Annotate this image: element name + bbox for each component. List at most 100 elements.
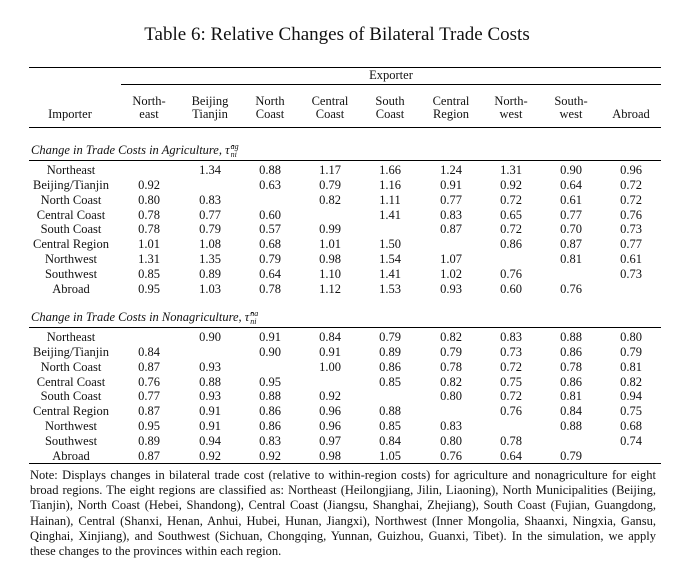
exporter-label: Exporter — [369, 68, 413, 82]
table-cell: 0.85 — [138, 266, 160, 281]
table-cell: 1.34 — [199, 163, 221, 177]
table-cell: 0.94 — [620, 389, 642, 404]
column-header-6-line-0: North- — [494, 94, 528, 108]
row-label: Northwest — [44, 252, 98, 267]
table-cell: 1.08 — [199, 237, 221, 252]
table-cell: 1.10 — [319, 266, 341, 281]
table-cell: 1.05 — [379, 448, 401, 463]
table-cell: 0.64 — [259, 266, 281, 281]
column-header-3-line-0: Central — [311, 94, 349, 108]
table-cell: 1.03 — [199, 281, 221, 296]
table-cell: 0.77 — [199, 207, 221, 222]
table-title: Table 6: Relative Changes of Bilateral T… — [144, 24, 530, 45]
table-cell: 0.90 — [560, 163, 582, 177]
table-cell: 0.93 — [440, 281, 462, 296]
table-cell: 0.77 — [440, 192, 462, 207]
table-cell: 0.78 — [259, 281, 281, 296]
table-cell: 0.83 — [199, 192, 221, 207]
table-cell: 0.84 — [138, 344, 160, 359]
table-cell: 0.86 — [379, 359, 401, 374]
table-cell: 0.79 — [379, 330, 401, 344]
table-note: Note: Displays changes in bilateral trad… — [30, 468, 656, 559]
column-header-7-line-0: South- — [554, 94, 588, 108]
row-label: South Coast — [40, 222, 102, 237]
table-cell: 0.73 — [620, 222, 642, 237]
table-cell: 0.82 — [440, 330, 462, 344]
table-cell: 0.86 — [259, 419, 281, 434]
column-header-2-line-0: North — [255, 94, 285, 108]
table-cell: 0.79 — [620, 344, 642, 359]
section-title: Change in Trade Costs in Agriculture, τ̂… — [31, 142, 239, 160]
table-cell: 0.61 — [620, 252, 642, 267]
column-header-2-line-1: Coast — [255, 107, 285, 121]
table-cell: 0.92 — [138, 177, 160, 192]
table-cell: 0.78 — [560, 359, 582, 374]
row-label: Southwest — [44, 433, 98, 448]
table-cell: 1.54 — [379, 252, 401, 267]
table-cell: 0.72 — [500, 359, 522, 374]
row-label: Northwest — [44, 419, 98, 434]
table-cell: 0.93 — [199, 359, 221, 374]
table-cell: 0.93 — [199, 389, 221, 404]
table-cell: 0.90 — [259, 344, 281, 359]
table-cell: 0.86 — [560, 374, 582, 389]
table-cell: 0.94 — [199, 433, 221, 448]
table-cell: 0.87 — [440, 222, 462, 237]
row-label: North Coast — [40, 359, 102, 374]
table-cell: 1.16 — [379, 177, 401, 192]
table-cell: 0.68 — [620, 419, 642, 434]
table-cell: 0.92 — [319, 389, 341, 404]
table-cell: 1.11 — [379, 192, 401, 207]
section-title: Change in Trade Costs in Nonagriculture,… — [31, 309, 259, 327]
table-cell: 1.01 — [138, 237, 160, 252]
table-cell: 0.87 — [138, 404, 160, 419]
column-header-8-line-1: Abroad — [612, 107, 650, 121]
table-cell: 0.79 — [440, 344, 462, 359]
bottom-rule — [29, 463, 661, 464]
table-cell: 0.88 — [560, 419, 582, 434]
table-cell: 0.79 — [199, 222, 221, 237]
table-cell: 0.87 — [560, 237, 582, 252]
table-cell: 0.77 — [560, 207, 582, 222]
table-cell: 0.89 — [379, 344, 401, 359]
table-cell: 0.97 — [319, 433, 341, 448]
table-cell: 0.81 — [560, 389, 582, 404]
row-label: Beijing/Tianjin — [33, 177, 109, 192]
table-cell: 1.41 — [379, 207, 401, 222]
table-cell: 0.76 — [138, 374, 160, 389]
column-header-1-line-1: Tianjin — [192, 107, 228, 121]
table-cell: 0.81 — [620, 359, 642, 374]
row-label: Central Coast — [36, 374, 106, 389]
table-cell: 0.91 — [440, 177, 462, 192]
column-header-0-line-0: North- — [132, 94, 166, 108]
row-label: Northeast — [46, 330, 96, 344]
table-cell: 0.73 — [620, 266, 642, 281]
table-cell: 0.76 — [440, 448, 462, 463]
table-cell: 0.98 — [319, 448, 341, 463]
exporter-rule — [121, 84, 661, 85]
table-cell: 0.96 — [319, 404, 341, 419]
table-cell: 0.78 — [138, 222, 160, 237]
table-cell: 0.86 — [259, 404, 281, 419]
table-cell: 0.88 — [259, 389, 281, 404]
column-header-1-line-0: Beijing — [191, 94, 229, 108]
header-rule — [29, 127, 661, 128]
table-cell: 0.79 — [259, 252, 281, 267]
column-header-3-line-1: Coast — [315, 107, 345, 121]
table-cell: 0.78 — [138, 207, 160, 222]
row-label: Beijing/Tianjin — [33, 344, 109, 359]
table-cell: 0.73 — [500, 344, 522, 359]
table-cell: 1.07 — [440, 252, 462, 267]
table-cell: 0.84 — [319, 330, 341, 344]
table-cell: 0.76 — [500, 404, 522, 419]
table-cell: 0.64 — [500, 448, 522, 463]
table-cell: 0.80 — [620, 330, 642, 344]
column-header-4-line-1: Coast — [375, 107, 405, 121]
table-cell: 0.88 — [560, 330, 582, 344]
table-cell: 0.92 — [259, 448, 281, 463]
table-cell: 0.78 — [500, 433, 522, 448]
table-cell: 0.80 — [440, 433, 462, 448]
table-cell: 0.85 — [379, 419, 401, 434]
table-cell: 0.77 — [620, 237, 642, 252]
table-cell: 0.92 — [199, 448, 221, 463]
